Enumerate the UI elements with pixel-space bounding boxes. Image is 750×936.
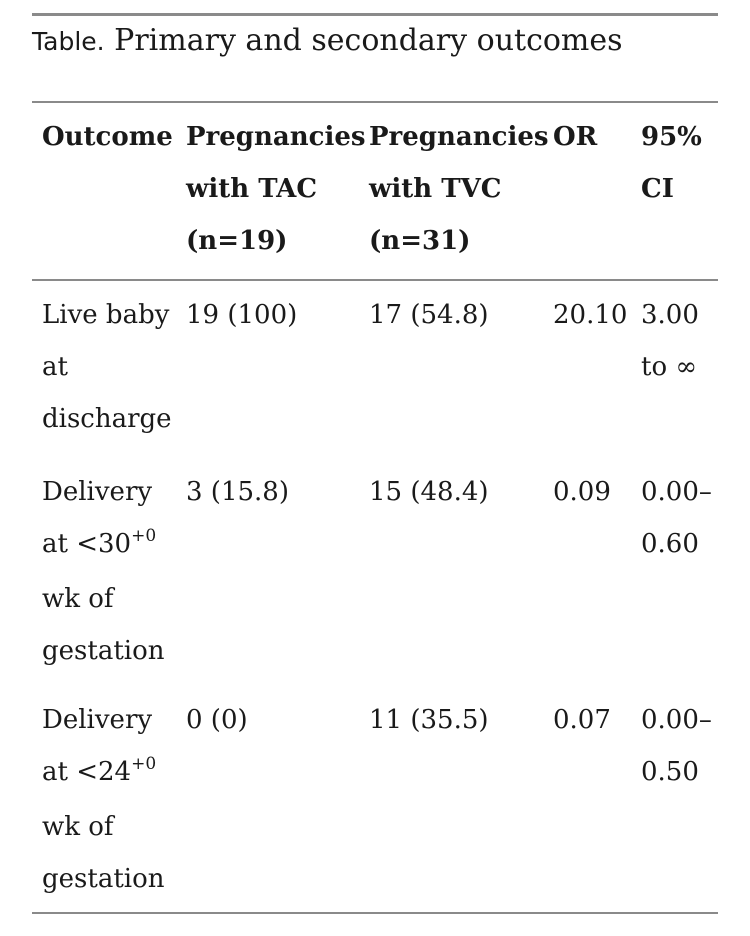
cell-text: at <30 [42, 529, 132, 559]
row-1-tac: 19 (100) [186, 289, 362, 341]
cell-text: 11 (35.5) [369, 705, 489, 735]
row-1-tvc: 17 (54.8) [369, 289, 549, 341]
cell-text: 0 (0) [186, 705, 248, 735]
caption-title: Primary and secondary outcomes [114, 23, 623, 58]
header-text: (n=19) [186, 226, 288, 256]
row-2-or: 0.09 [553, 466, 633, 518]
cell-text: 0.00– [641, 477, 712, 507]
cell-text: gestation [42, 864, 165, 894]
cell-text: 0.07 [553, 705, 611, 735]
table-top-rule [32, 13, 718, 16]
row-1-ci: 3.00 to ∞ [641, 289, 721, 393]
superscript: +0 [131, 526, 157, 546]
cell-text: 3.00 [641, 300, 699, 330]
cell-text: 0.60 [641, 529, 699, 559]
cell-text-with-sup: at <24+0 [42, 746, 180, 801]
header-or: OR [553, 111, 633, 163]
header-text: Pregnancies [186, 122, 366, 152]
row-1-outcome: Live baby at discharge [42, 289, 180, 445]
cell-text: 0.09 [553, 477, 611, 507]
header-text: (n=31) [369, 226, 471, 256]
row-1-or: 20.10 [553, 289, 633, 341]
row-2-tac: 3 (15.8) [186, 466, 362, 518]
header-bottom-rule [32, 279, 718, 281]
header-text: CI [641, 174, 674, 204]
header-text: Outcome [42, 122, 173, 152]
header-outcome: Outcome [42, 111, 180, 163]
table-caption: Table. Primary and secondary outcomes [32, 22, 623, 61]
header-pregnancies-tac: Pregnancies with TAC (n=19) [186, 111, 366, 267]
row-2-outcome: Delivery at <30+0 wk of gestation [42, 466, 180, 677]
cell-text: Delivery [42, 705, 153, 735]
row-3-or: 0.07 [553, 694, 633, 746]
header-text: with TVC [369, 174, 502, 204]
cell-text: 0.50 [641, 757, 699, 787]
header-text: 95% [641, 122, 702, 152]
cell-text: 3 (15.8) [186, 477, 289, 507]
row-2-tvc: 15 (48.4) [369, 466, 549, 518]
cell-text: discharge [42, 404, 172, 434]
header-ci: 95% CI [641, 111, 721, 215]
row-2-ci: 0.00– 0.60 [641, 466, 721, 570]
cell-text: at <24 [42, 757, 132, 787]
row-3-ci: 0.00– 0.50 [641, 694, 721, 798]
cell-text-with-sup: at <30+0 [42, 518, 180, 573]
cell-text: 17 (54.8) [369, 300, 489, 330]
superscript: +0 [131, 754, 157, 774]
cell-text: wk of [42, 812, 114, 842]
header-pregnancies-tvc: Pregnancies with TVC (n=31) [369, 111, 549, 267]
cell-text: gestation [42, 636, 165, 666]
cell-text: wk of [42, 584, 114, 614]
cell-text: at [42, 352, 68, 382]
header-text: OR [553, 122, 598, 152]
cell-text: 19 (100) [186, 300, 298, 330]
cell-text: Live baby [42, 300, 170, 330]
cell-text: 20.10 [553, 300, 628, 330]
header-text: with TAC [186, 174, 318, 204]
cell-text: to ∞ [641, 352, 698, 382]
cell-text: 15 (48.4) [369, 477, 489, 507]
cell-text: 0.00– [641, 705, 712, 735]
table-bottom-rule [32, 912, 718, 914]
cell-text: Delivery [42, 477, 153, 507]
header-text: Pregnancies [369, 122, 549, 152]
header-top-rule [32, 101, 718, 103]
row-3-tac: 0 (0) [186, 694, 362, 746]
row-3-outcome: Delivery at <24+0 wk of gestation [42, 694, 180, 905]
caption-prefix: Table. [32, 27, 105, 56]
row-3-tvc: 11 (35.5) [369, 694, 549, 746]
